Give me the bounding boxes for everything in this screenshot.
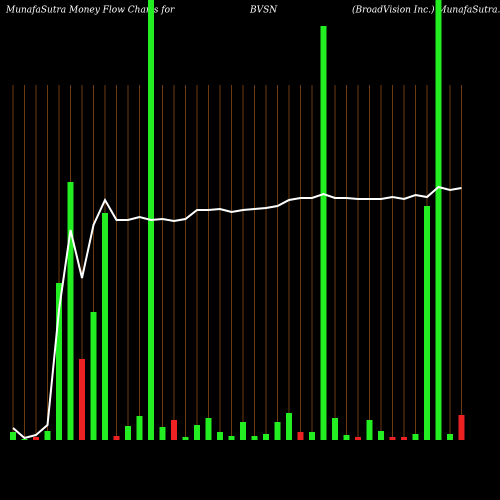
bar (159, 427, 166, 440)
bar (90, 312, 97, 440)
bar (343, 435, 350, 440)
bar (171, 420, 177, 440)
bar (274, 422, 281, 440)
bars (10, 0, 465, 440)
bar (286, 413, 292, 440)
bar (56, 283, 62, 440)
bar (79, 359, 85, 440)
bar (125, 426, 131, 440)
bar (412, 434, 419, 440)
bar (136, 416, 143, 440)
bar (217, 432, 223, 440)
bar (44, 431, 51, 440)
bar (10, 432, 16, 440)
bar (424, 206, 430, 440)
bar (401, 437, 407, 440)
bar (33, 437, 39, 440)
bar (182, 437, 189, 440)
bar (355, 437, 361, 440)
bar (67, 182, 74, 440)
bar (366, 420, 373, 440)
bar (458, 415, 465, 440)
bar (297, 432, 304, 440)
bar (113, 436, 120, 440)
bar (389, 437, 396, 440)
bar (102, 213, 108, 440)
bar (378, 431, 384, 440)
bar (435, 0, 442, 440)
bar (320, 26, 327, 440)
bar (251, 436, 258, 440)
bar (228, 436, 235, 440)
chart-title: MunafaSutra Money Flow Charts for (5, 6, 175, 16)
chart-title: BVSN (249, 6, 278, 16)
chart-title: (BroadVision Inc.) MunafaSutra.com (352, 5, 500, 16)
bar (240, 422, 246, 440)
bar (205, 418, 212, 440)
bar (309, 432, 315, 440)
bar (447, 434, 453, 440)
bar (194, 425, 200, 440)
bar (332, 418, 338, 440)
bar (21, 439, 28, 440)
bar (263, 434, 269, 440)
money-flow-line (12, 185, 462, 440)
